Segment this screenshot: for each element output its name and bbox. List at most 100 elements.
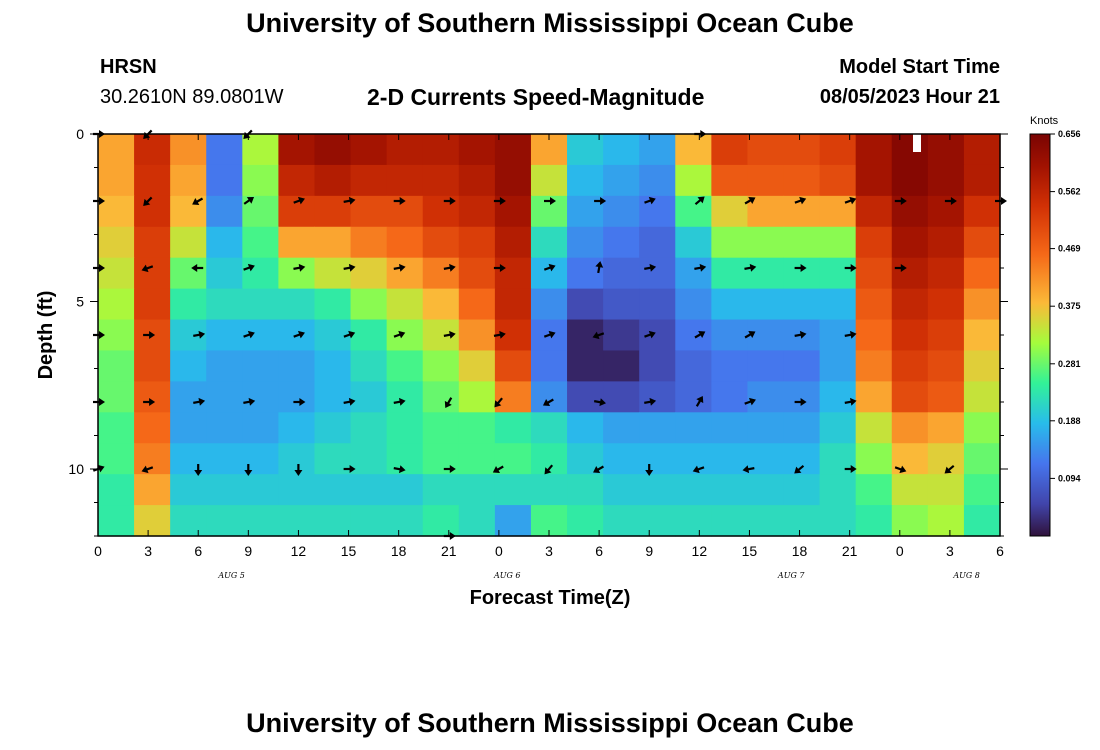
heatmap-cell	[494, 412, 532, 444]
arrow-head	[849, 196, 857, 205]
current-arrow	[393, 197, 406, 205]
heatmap-cell	[891, 257, 929, 290]
heatmap-cell	[675, 288, 712, 321]
heatmap-cell	[675, 257, 712, 290]
arrow-head	[297, 330, 305, 339]
heatmap-cell	[855, 350, 893, 382]
heatmap-cell	[927, 257, 965, 290]
heatmap-cell	[927, 226, 965, 259]
heatmap-cell	[567, 474, 604, 506]
heatmap-cell	[855, 412, 893, 444]
arrow-head	[444, 400, 452, 409]
heatmap-cell	[747, 412, 785, 444]
heatmap-cell	[206, 134, 243, 166]
heatmap-cell	[530, 474, 568, 506]
heatmap-cell	[819, 412, 857, 444]
heatmap-cell	[206, 443, 243, 475]
heatmap-cell	[278, 412, 316, 444]
arrow-head	[499, 330, 506, 339]
heatmap-cell	[386, 164, 424, 197]
current-arrow	[894, 197, 907, 205]
arrow-head	[648, 330, 656, 339]
heatmap-cell	[206, 319, 243, 352]
heatmap-cell	[783, 288, 821, 321]
footer-title: University of Southern Mississippi Ocean…	[246, 708, 854, 738]
heatmap-cell	[350, 226, 388, 259]
current-arrow	[645, 464, 654, 476]
heatmap-cell	[242, 505, 279, 537]
current-arrow	[493, 330, 506, 339]
heatmap-cell	[458, 195, 496, 228]
heatmap-cell	[711, 257, 749, 290]
heatmap-cell	[530, 350, 568, 382]
current-arrow	[595, 261, 604, 274]
heatmap-cell	[422, 412, 460, 444]
heatmap-cell	[206, 474, 243, 506]
arrow-head	[247, 263, 255, 272]
current-arrow	[944, 197, 957, 205]
heatmap-cell	[927, 505, 965, 537]
arrow-head	[99, 197, 105, 205]
arrow-head	[800, 264, 807, 272]
heatmap-cell	[278, 350, 316, 382]
heatmap-cell	[458, 350, 496, 382]
arrow-head	[348, 397, 356, 406]
heatmap-cell	[783, 134, 821, 166]
arrow-head	[247, 330, 255, 339]
heatmap-cell	[278, 288, 316, 321]
heatmap-cell	[675, 381, 712, 413]
arrow-head	[349, 465, 356, 473]
heatmap-cell	[458, 288, 496, 321]
y-tick-label: 5	[76, 294, 84, 310]
arrow-head	[194, 470, 203, 476]
arrow-head	[748, 331, 756, 338]
current-arrow	[644, 330, 656, 339]
heatmap-cell	[711, 381, 749, 413]
heatmap-cell	[134, 412, 171, 444]
current-arrow	[594, 197, 607, 205]
heatmap-cell	[386, 257, 424, 290]
heatmap-cell	[278, 443, 316, 475]
heatmap-cell	[314, 505, 352, 537]
heatmap-cell	[134, 226, 171, 259]
heatmap-cell	[206, 288, 243, 321]
arrow-head	[143, 198, 151, 206]
heatmap-cell	[855, 319, 893, 352]
heatmap-cell	[170, 257, 207, 290]
heatmap-cell	[314, 381, 352, 413]
y-axis: 0 5 10	[68, 126, 1008, 537]
heatmap-cell	[639, 319, 676, 352]
heatmap-cell	[963, 505, 1001, 537]
heatmap-cell	[639, 257, 676, 290]
arrow-head	[348, 330, 356, 339]
heatmap-cell	[855, 257, 893, 290]
arrow-head	[799, 196, 807, 205]
arrow-head	[698, 331, 706, 338]
heatmap-cell	[711, 505, 749, 537]
arrow-head	[849, 397, 857, 406]
colorbar-tick-label: 0.469	[1058, 244, 1081, 254]
heatmap-cell	[134, 134, 171, 166]
heatmap-cell	[747, 505, 785, 537]
arrow-head	[900, 264, 907, 272]
arrow-head	[692, 465, 700, 474]
arrow-head	[944, 466, 952, 474]
heatmap-cell	[422, 288, 460, 321]
heatmap-cell	[783, 412, 821, 444]
heatmap-cell	[675, 474, 712, 506]
heatmap-cell	[567, 164, 604, 197]
heatmap-cell	[927, 412, 965, 444]
arrow-head	[244, 470, 253, 476]
heatmap-cell	[603, 226, 640, 259]
current-arrow	[343, 465, 356, 473]
arrow-head	[97, 464, 105, 473]
heatmap-cell	[458, 319, 496, 352]
page-title: University of Southern Mississippi Ocean…	[246, 8, 854, 38]
arrow-head	[849, 330, 857, 339]
current-arrow	[443, 330, 456, 339]
colorbar-tick-label: 0.188	[1058, 416, 1081, 426]
arrow-head	[449, 263, 456, 272]
heatmap-cell	[891, 474, 929, 506]
heatmap-cell	[567, 505, 604, 537]
station-name: HRSN	[100, 56, 157, 78]
